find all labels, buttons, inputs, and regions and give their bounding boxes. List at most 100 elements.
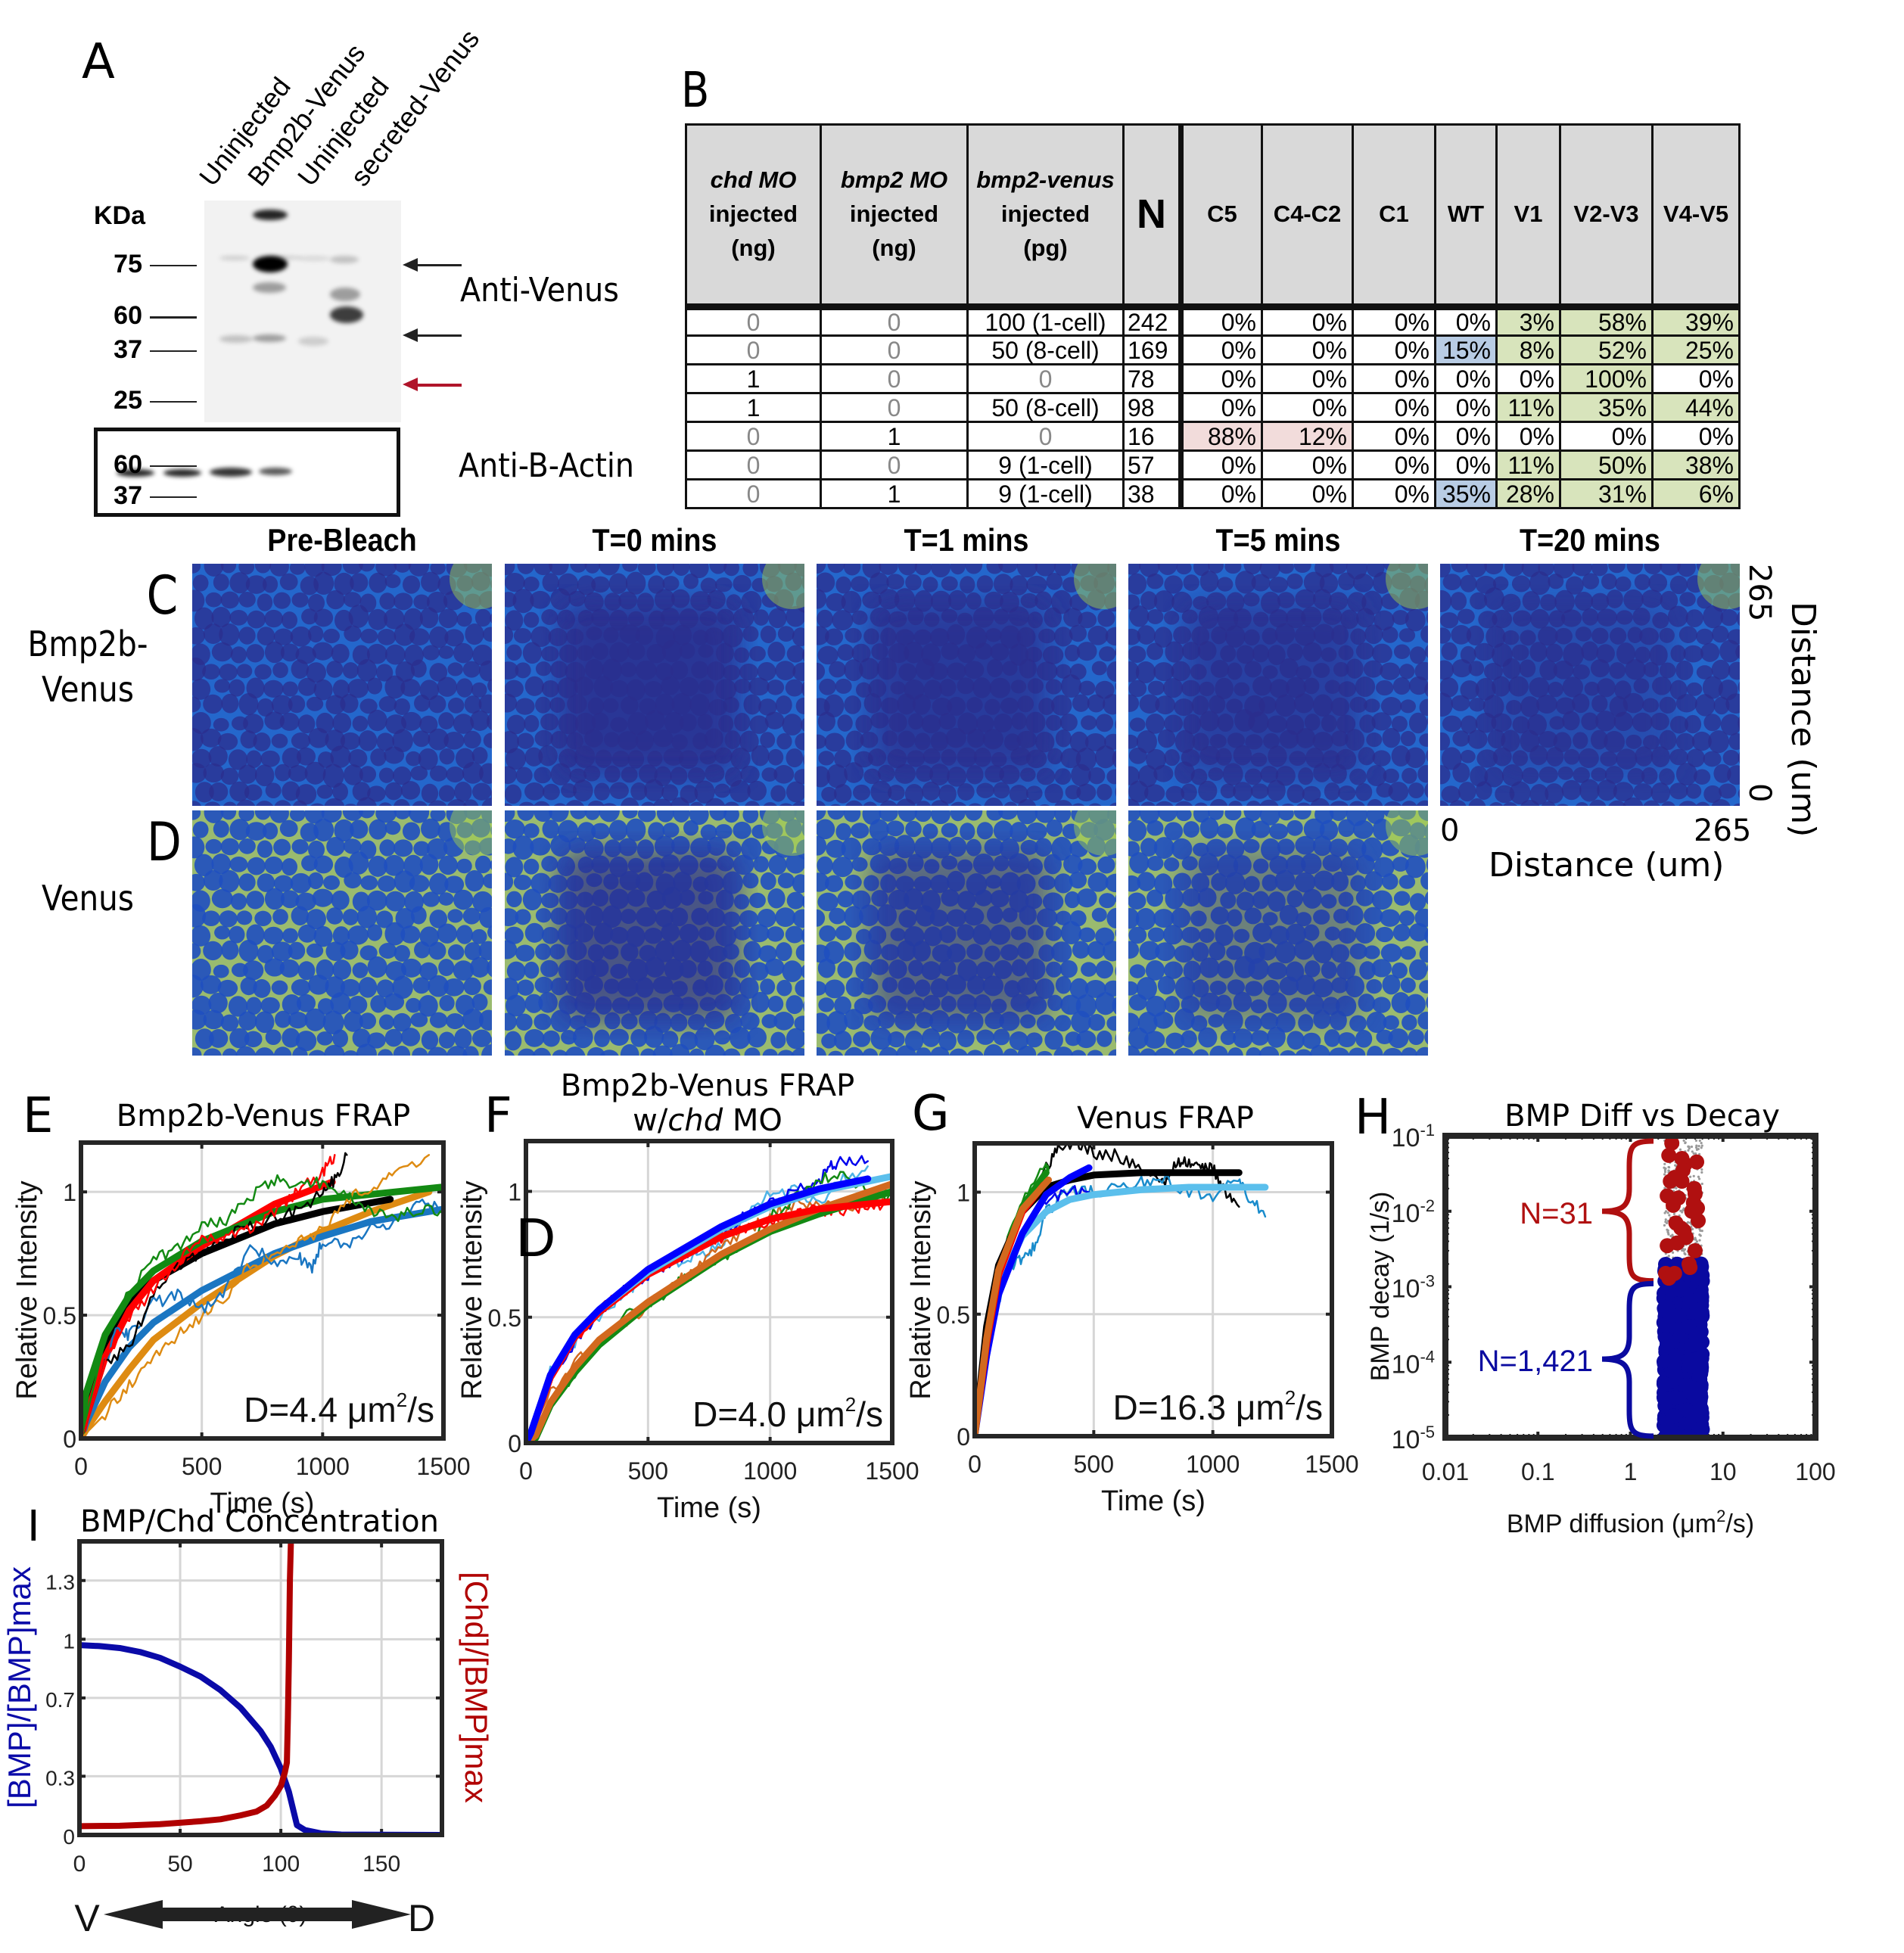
cell (700, 577, 717, 594)
data-point (1691, 1435, 1694, 1438)
cell (1675, 694, 1697, 713)
data-point (1689, 1386, 1705, 1402)
cell (760, 625, 776, 644)
cell (832, 857, 854, 878)
y-tick-label: 1 (63, 1629, 75, 1653)
series-fit-green (526, 1188, 892, 1443)
data-point (1674, 1371, 1690, 1387)
data-point (1669, 1417, 1685, 1432)
data-point (1686, 1205, 1690, 1208)
data-point (1696, 1155, 1699, 1158)
column-header: V2-V3 (1559, 123, 1654, 310)
blot-band (330, 256, 359, 263)
data-point (1659, 1413, 1675, 1429)
data-point (1678, 1333, 1681, 1336)
data-point (1669, 1356, 1672, 1359)
data-point (1688, 1274, 1704, 1290)
cell (1319, 573, 1339, 594)
cell (1402, 1014, 1417, 1031)
data-point (1657, 1374, 1672, 1390)
table-cell: 0% (1434, 449, 1498, 480)
cell (541, 926, 559, 944)
cell (1634, 574, 1650, 590)
data-point (1669, 1299, 1685, 1315)
cell (257, 840, 273, 858)
data-point (1688, 1429, 1691, 1432)
data-point (1675, 1247, 1678, 1251)
data-point (1660, 1280, 1676, 1295)
data-point (1695, 1380, 1698, 1383)
data-point (1694, 1408, 1710, 1424)
x-tick-label: 100 (262, 1852, 300, 1877)
data-point (1684, 1362, 1700, 1378)
data-point (1687, 1280, 1703, 1296)
data-point (1679, 1244, 1683, 1247)
cell (723, 564, 739, 577)
data-point (1687, 1307, 1690, 1310)
data-point (1666, 1389, 1669, 1392)
plot-area (81, 1152, 443, 1438)
x-tick-label: 1000 (743, 1457, 797, 1485)
cell (775, 661, 796, 680)
cell (1364, 945, 1380, 959)
data-point (1663, 1174, 1678, 1190)
cell (192, 564, 201, 574)
data-point (1700, 1379, 1703, 1383)
data-point (1695, 1223, 1698, 1226)
cell (419, 680, 440, 701)
axes-frame (1442, 1133, 1818, 1441)
data-point (1681, 1411, 1684, 1415)
data-point (1666, 1421, 1682, 1437)
cell (1700, 642, 1720, 662)
cell (625, 818, 646, 841)
data-point (1657, 1357, 1673, 1373)
data-point (1671, 1371, 1687, 1387)
data-point (1671, 1251, 1675, 1254)
data-point (1657, 1408, 1672, 1424)
cell (290, 626, 312, 647)
data-point (1669, 1386, 1673, 1389)
data-point (1658, 1342, 1674, 1358)
data-point (1700, 1324, 1703, 1327)
cell (1199, 571, 1219, 592)
cell (1380, 593, 1400, 610)
data-point (1665, 1242, 1668, 1245)
data-point (1685, 1222, 1688, 1226)
mw-tick-line (150, 465, 197, 467)
cell (512, 589, 534, 614)
data-point (1659, 1399, 1675, 1415)
cell (1371, 959, 1392, 978)
data-point (1678, 1345, 1694, 1361)
cell (1078, 927, 1096, 943)
cell (1115, 682, 1116, 691)
cell (1380, 909, 1401, 927)
data-point (1671, 1403, 1687, 1419)
cell (630, 782, 648, 801)
cell (462, 762, 484, 784)
data-point (1680, 1337, 1684, 1340)
axes-frame (79, 1140, 446, 1441)
cell (400, 958, 422, 978)
cell (584, 564, 601, 574)
cell (438, 855, 458, 875)
data-point (1671, 1323, 1675, 1326)
data-point (1700, 1266, 1703, 1270)
data-point (1667, 1304, 1670, 1307)
cell (922, 577, 938, 592)
cell (378, 802, 392, 806)
data-point (1675, 1317, 1691, 1333)
data-point (1668, 1273, 1684, 1289)
data-point (1669, 1216, 1672, 1220)
data-point (1681, 1348, 1684, 1351)
data-point (1685, 1358, 1700, 1374)
data-point (1682, 1317, 1685, 1320)
cell (818, 997, 835, 1012)
cell (246, 677, 265, 699)
table-cell: 58% (1559, 306, 1654, 337)
cell (1371, 890, 1392, 910)
data-point (1692, 1345, 1695, 1348)
data-point (1680, 1428, 1683, 1431)
data-point (1691, 1360, 1707, 1376)
cell (976, 1029, 994, 1045)
data-point (1685, 1208, 1688, 1211)
